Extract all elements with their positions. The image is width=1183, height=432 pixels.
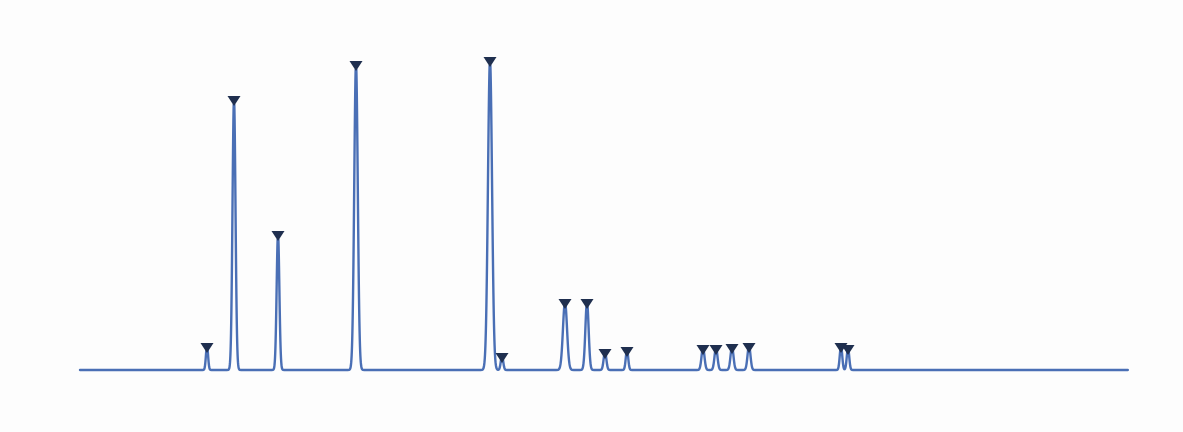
peak-marker-14 (742, 343, 756, 353)
peak-marker-11 (696, 345, 710, 355)
peak-marker-7 (558, 299, 572, 309)
peak-marker-3 (271, 231, 285, 241)
peak-marker-6 (495, 353, 509, 363)
peak-marker-5 (483, 57, 497, 67)
chromatogram-trace (78, 58, 1129, 372)
peak-marker-4 (349, 61, 363, 71)
peak-marker-13 (725, 344, 739, 354)
peak-marker-2 (227, 96, 241, 106)
peak-marker-10 (620, 347, 634, 357)
peak-marker-layer (200, 57, 855, 363)
peak-marker-1 (200, 343, 214, 353)
trace-layer (78, 58, 1129, 372)
peak-marker-12 (709, 345, 723, 355)
peak-marker-16 (841, 345, 855, 355)
peak-marker-8 (580, 299, 594, 309)
peak-marker-9 (598, 349, 612, 359)
